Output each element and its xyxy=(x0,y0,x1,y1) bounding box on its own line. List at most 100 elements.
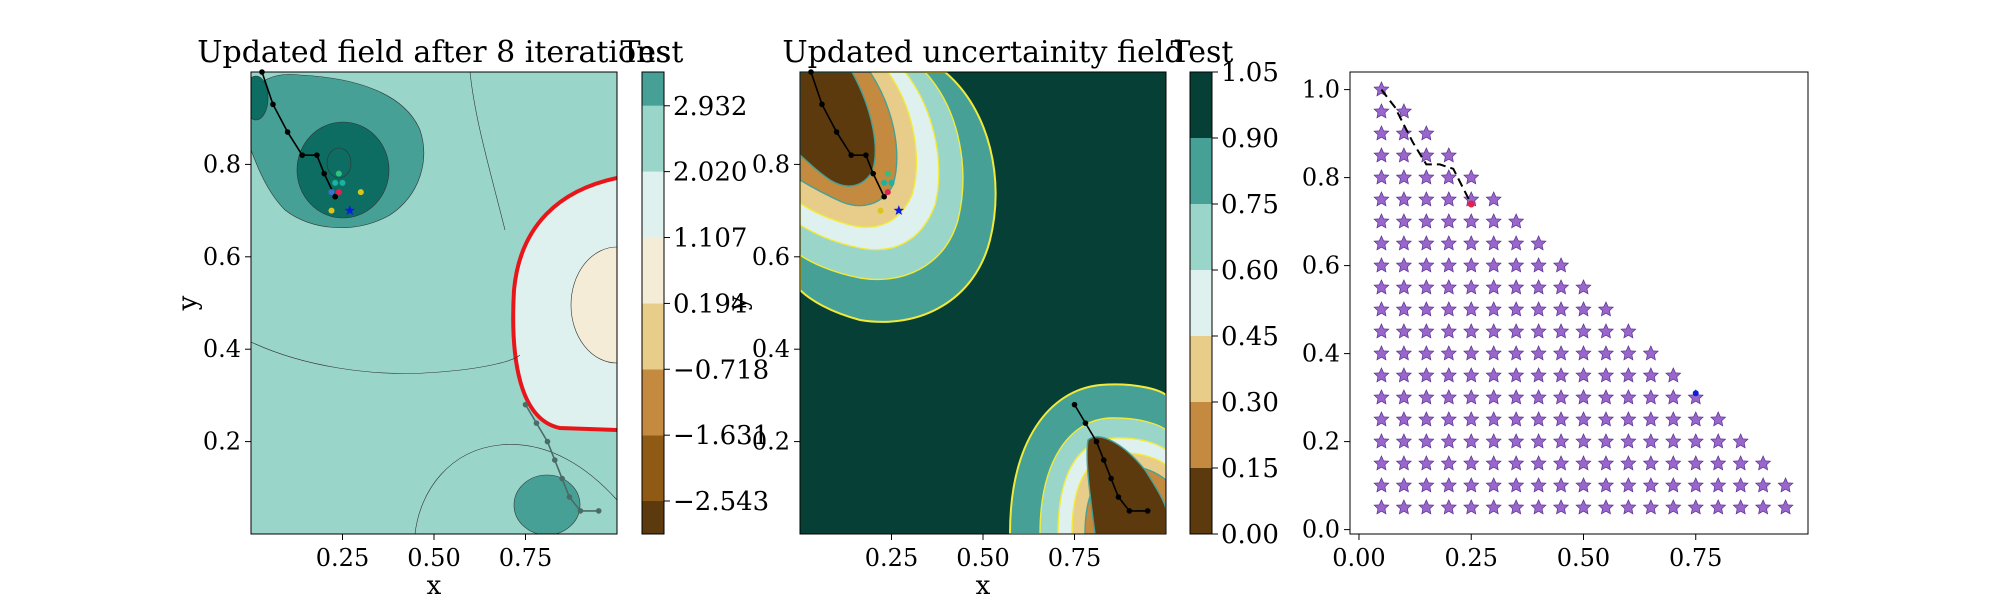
uncertainty-band-6 xyxy=(800,72,876,187)
colorbar-segment xyxy=(642,303,664,370)
trajectory-point xyxy=(299,152,306,158)
uncertainty-colorbar-title: Test xyxy=(1171,35,1234,70)
trajectory-point xyxy=(1082,420,1089,426)
grid-x-ticks: 0.00 0.25 0.50 0.75 xyxy=(1332,534,1722,572)
field-min-core xyxy=(326,147,352,179)
uncertainty-paths xyxy=(808,69,1151,514)
panel-field-title: Updated field after 8 iterations xyxy=(197,35,671,70)
x-tick-label: 0.25 xyxy=(865,544,918,572)
colorbar-frame xyxy=(1189,71,1213,535)
field-paths xyxy=(259,69,602,514)
colorbar-segment xyxy=(642,369,664,436)
trajectory-point xyxy=(559,475,565,482)
field-min-region xyxy=(296,121,390,219)
panel-field: Updated field after 8 iterations 0.25 0.5… xyxy=(173,35,769,600)
sample-point xyxy=(357,189,364,196)
y-tick-label: 0.8 xyxy=(203,150,241,178)
trajectory-point xyxy=(848,152,855,158)
field-contour-line-2 xyxy=(469,72,506,231)
grid-blue-point xyxy=(1692,390,1699,397)
x-tick-label: 0.25 xyxy=(316,544,369,572)
sample-point xyxy=(332,179,339,186)
colorbar-tick-label: 1.107 xyxy=(673,224,747,254)
colorbar-tick-label: 0.45 xyxy=(1221,322,1279,352)
colorbar-segment xyxy=(642,237,664,304)
trajectory-point xyxy=(259,69,265,75)
uncertainty-samples xyxy=(877,170,895,214)
colorbar-segment xyxy=(642,171,664,238)
trajectory-point xyxy=(1100,457,1107,463)
trajectory-point xyxy=(881,193,887,200)
best-star-marker xyxy=(344,205,356,216)
colorbar-segment xyxy=(642,72,664,106)
sample-point xyxy=(339,179,346,186)
trajectory-point xyxy=(551,457,558,463)
colorbar-tick-label: 2.020 xyxy=(673,158,747,188)
trajectory-point xyxy=(1115,494,1122,500)
trajectory-point xyxy=(1144,508,1151,514)
trajectory-point xyxy=(870,170,876,177)
y-tick-label: 0.8 xyxy=(752,150,790,178)
trajectory-point xyxy=(1093,438,1100,445)
uncertainty-colorbar: 0.00 0.15 0.30 0.45 0.60 0.75 0.90 1.05 xyxy=(1189,58,1279,550)
sample-point xyxy=(877,207,884,214)
trajectory-point xyxy=(314,152,320,158)
field-contour-line-3 xyxy=(414,444,617,534)
trajectory-point xyxy=(533,420,540,426)
grid-y-ticks: 0.0 0.2 0.4 0.6 0.8 1.0 xyxy=(1302,76,1350,544)
grid-path xyxy=(1380,88,1475,208)
field-colorbar: −2.543 −1.631 −0.718 0.194 1.107 2.020 2.932 xyxy=(641,71,769,535)
colorbar-tick-label: 0.15 xyxy=(1221,454,1279,484)
y-tick-label: 0.4 xyxy=(752,335,790,363)
y-tick-label: 0.6 xyxy=(1302,252,1340,280)
x-tick-label: 0.50 xyxy=(1557,544,1610,572)
sample-point xyxy=(884,170,891,177)
y-tick-label: 0.6 xyxy=(752,243,790,271)
uncertainty-best-point xyxy=(893,205,905,216)
x-tick-label: 0.75 xyxy=(499,544,552,572)
y-tick-label: 0.4 xyxy=(203,335,241,363)
trajectory-point xyxy=(1071,401,1078,408)
x-tick-label: 0.50 xyxy=(407,544,460,572)
y-tick-label: 0.6 xyxy=(203,243,241,271)
field-samples xyxy=(328,170,364,214)
field-positive-region xyxy=(513,178,617,430)
colorbar-segment xyxy=(642,105,664,172)
field-y-ticks: 0.2 0.4 0.6 0.8 xyxy=(203,150,251,456)
trajectory-point xyxy=(332,193,338,200)
uncertainty-y-label: y xyxy=(723,295,753,311)
colorbar-tick-label: 1.05 xyxy=(1221,58,1279,88)
field-lower-blob xyxy=(513,474,581,534)
sample-point xyxy=(335,170,342,177)
x-tick-label: 0.00 xyxy=(1332,544,1385,572)
colorbar-tick-label: −2.543 xyxy=(673,487,769,517)
sample-point xyxy=(881,179,888,186)
colorbar-segment xyxy=(1190,204,1212,270)
field-colorbar-title: Test xyxy=(621,35,684,70)
field-best-point xyxy=(344,205,356,216)
x-tick-label: 0.50 xyxy=(956,544,1009,572)
trajectory-point xyxy=(577,508,584,514)
colorbar-segment xyxy=(1190,468,1212,534)
trajectory-line-2 xyxy=(1073,404,1148,512)
trajectory-point xyxy=(595,508,602,514)
sample-point xyxy=(335,189,342,196)
x-tick-label: 0.25 xyxy=(1445,544,1498,572)
uncertainty-y-ticks: 0.2 0.4 0.6 0.8 xyxy=(752,150,800,456)
uncertainty-x-ticks: 0.25 0.50 0.75 xyxy=(865,534,1101,572)
best-star-marker xyxy=(893,205,905,216)
trajectory-line-2 xyxy=(524,404,599,512)
field-contours xyxy=(251,72,617,534)
colorbar-segment xyxy=(642,501,664,534)
trajectory-point xyxy=(522,401,529,408)
y-tick-label: 0.2 xyxy=(203,428,241,456)
grid-single-point xyxy=(1692,390,1699,397)
trajectory-point xyxy=(321,170,328,177)
colorbar-tick-label: 0.30 xyxy=(1221,388,1279,418)
sample-point xyxy=(888,179,895,186)
colorbar-tick-label: 0.60 xyxy=(1221,256,1279,286)
sample-point xyxy=(328,207,335,214)
trajectory-point xyxy=(566,494,573,500)
sample-point xyxy=(328,189,335,196)
